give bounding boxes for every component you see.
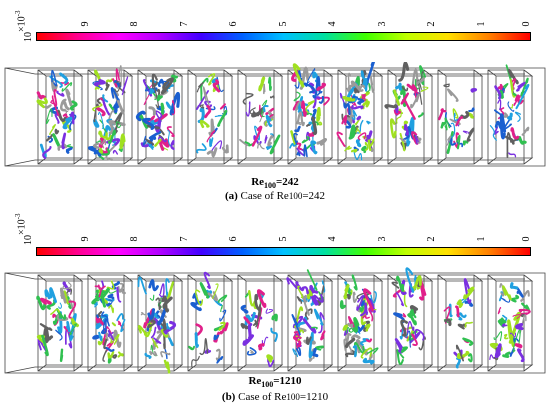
colorbar-tick-label: 3 bbox=[376, 21, 388, 27]
vortex-tile bbox=[487, 274, 534, 372]
vortex-tile bbox=[87, 65, 134, 165]
colorbar-tick-label: 9 bbox=[79, 236, 91, 242]
colorbar-tick-label: 3 bbox=[376, 236, 388, 242]
panel-caption: (a) Case of Re100=242 bbox=[224, 190, 326, 202]
colorbar-tick-label: 6 bbox=[228, 236, 239, 242]
vortex-tile bbox=[36, 274, 84, 372]
vortex-tile bbox=[286, 269, 334, 372]
colorbar-exponent: ×10-3 bbox=[14, 213, 28, 235]
colorbar-max-label: 10 bbox=[23, 235, 34, 245]
colorbar-tick-label: 1 bbox=[475, 236, 487, 242]
vortex-structure-visualization bbox=[4, 62, 546, 167]
vortex-tile bbox=[437, 69, 484, 165]
colorbar-tick-label: 5 bbox=[277, 21, 289, 27]
colorbar-tick-label: 8 bbox=[129, 236, 140, 242]
vortex-tile bbox=[237, 69, 284, 165]
colorbar-tick-label: 4 bbox=[327, 21, 338, 27]
colorbar-tick-label: 7 bbox=[178, 236, 190, 242]
vortex-tile bbox=[36, 69, 84, 165]
vortex-tile bbox=[137, 274, 184, 374]
vortex-tile bbox=[87, 274, 134, 372]
vortex-tile bbox=[487, 64, 534, 165]
vortex-structure-visualization bbox=[4, 267, 546, 374]
flow-label: Re100=242 bbox=[251, 176, 299, 191]
colorbar-tick-label: 0 bbox=[521, 236, 532, 242]
colorbar-tick-label: 0 bbox=[521, 21, 532, 27]
vortex-tile bbox=[384, 62, 434, 165]
panel-caption: (b) Case of Re100=1210 bbox=[221, 391, 329, 403]
colorbar-tick-label: 2 bbox=[426, 236, 437, 242]
flow-label: Re100=1210 bbox=[248, 375, 302, 390]
vortex-tile bbox=[337, 274, 384, 372]
colorbar-tick-label: 4 bbox=[327, 236, 338, 242]
colorbar-tick-label: 1 bbox=[475, 21, 487, 27]
vortex-tile bbox=[237, 274, 284, 372]
colorbar bbox=[36, 247, 531, 256]
vortex-tile bbox=[187, 271, 234, 372]
vortex-tile bbox=[135, 69, 184, 165]
colorbar-exponent: ×10-3 bbox=[14, 10, 28, 32]
vortex-tile bbox=[336, 62, 384, 165]
colorbar-tick-label: 8 bbox=[129, 21, 140, 27]
colorbar bbox=[36, 32, 531, 41]
vortex-tile bbox=[387, 267, 434, 372]
vortex-tile bbox=[187, 69, 234, 165]
colorbar-tick-label: 6 bbox=[228, 21, 239, 27]
vortex-tile bbox=[437, 274, 484, 372]
vortex-tile bbox=[287, 63, 334, 165]
colorbar-tick-label: 5 bbox=[277, 236, 289, 242]
colorbar-tick-label: 9 bbox=[79, 21, 91, 27]
colorbar-tick-label: 2 bbox=[426, 21, 437, 27]
colorbar-max-label: 10 bbox=[23, 32, 34, 42]
colorbar-tick-label: 7 bbox=[178, 21, 190, 27]
